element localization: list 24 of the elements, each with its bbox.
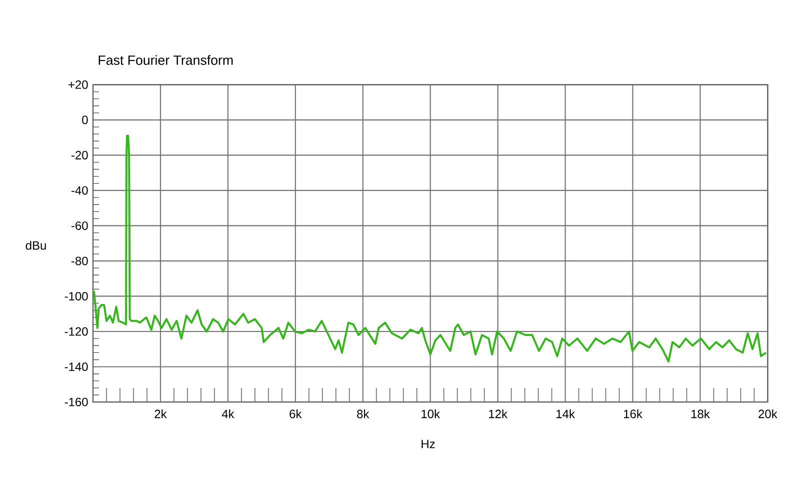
x-tick-label: 18k — [691, 409, 710, 418]
x-tick-label: 20k — [758, 409, 778, 418]
y-tick-label: -80 — [71, 256, 88, 266]
y-tick-label: -60 — [71, 221, 88, 230]
y-axis-title: dBu — [26, 240, 46, 250]
x-tick-label: 10k — [422, 409, 440, 418]
x-tick-label: 16k — [624, 409, 642, 418]
y-tick-label: 0 — [82, 116, 88, 124]
x-axis-title: Hz — [422, 440, 435, 448]
y-tick-label: -20 — [71, 150, 88, 160]
x-tick-label: 2k — [154, 409, 167, 418]
line-series — [93, 134, 767, 362]
y-tick-label: -40 — [71, 186, 88, 195]
y-tick-label: +20 — [68, 80, 88, 89]
x-tick-label: 4k — [222, 409, 234, 418]
x-tick-label: 14k — [556, 409, 575, 418]
chart-title: Fast Fourier Transform — [98, 55, 233, 65]
y-tick-label: -160 — [64, 398, 88, 406]
y-tick-label: -120 — [64, 327, 88, 336]
x-tick-label: 12k — [489, 409, 508, 418]
y-tick-label: -100 — [64, 292, 88, 300]
y-tick-label: -140 — [64, 362, 88, 371]
x-tick-label: 8k — [357, 409, 370, 418]
x-tick-label: 6k — [290, 409, 302, 418]
